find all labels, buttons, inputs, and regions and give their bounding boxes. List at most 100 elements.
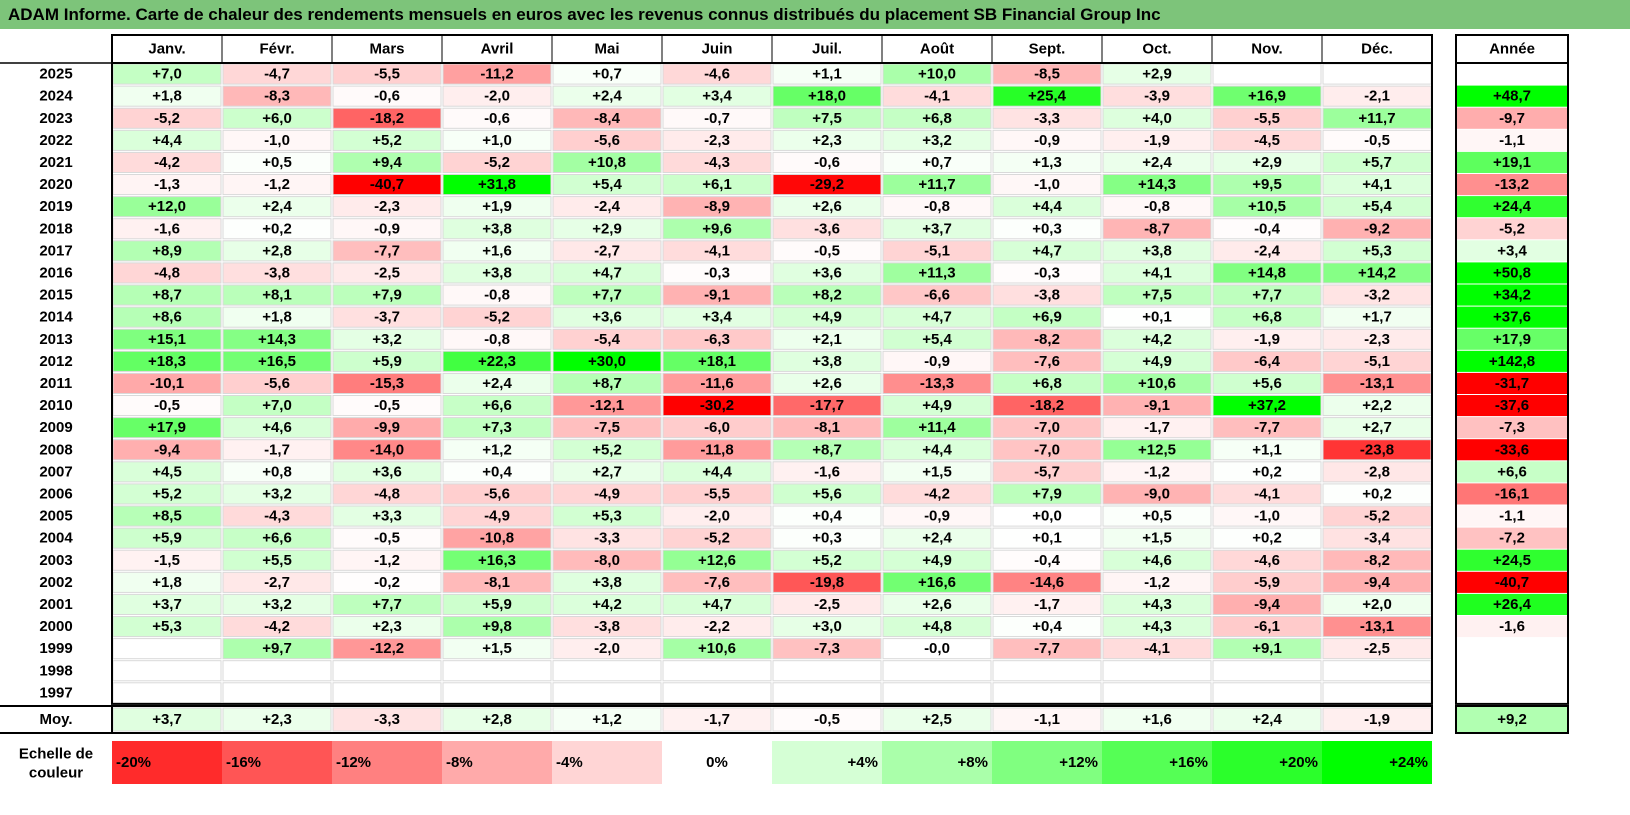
cell-value: -0,6: [374, 88, 400, 105]
cell-value: -7,3: [814, 640, 840, 657]
heatmap-cell: [992, 328, 1102, 350]
heatmap-cell: [442, 616, 552, 638]
row-year-label: 2014: [39, 309, 73, 326]
cell-value: +5,7: [1362, 154, 1392, 171]
heatmap-cell: [1102, 395, 1212, 417]
cell-value: +3,2: [372, 331, 402, 348]
heatmap-cell: [332, 129, 442, 151]
heatmap-cell: [992, 638, 1102, 660]
cell-value: -4,1: [1254, 485, 1280, 502]
cell-value: +2,3: [372, 618, 402, 635]
cell-value: +10,0: [918, 66, 956, 83]
annual-cell: [1457, 85, 1567, 107]
scale-swatch: [112, 741, 222, 784]
heatmap-cell: [1212, 174, 1322, 196]
row-year-label: 2021: [39, 154, 72, 171]
annual-cell: [1457, 616, 1567, 638]
cell-value: +14,3: [258, 331, 296, 348]
cell-value: +3,3: [372, 508, 402, 525]
scale-label: couleur: [29, 765, 83, 782]
heatmap-cell: [882, 284, 992, 306]
heatmap-cell: [882, 417, 992, 439]
cell-value: +1,5: [1142, 530, 1172, 547]
cell-value: +1,9: [482, 198, 512, 215]
heatmap-cell: [552, 505, 662, 527]
average-value: +2,8: [482, 711, 512, 728]
heatmap-cell: [662, 571, 772, 593]
heatmap-cell: [1102, 549, 1212, 571]
heatmap-cell: [222, 616, 332, 638]
heatmap-cell: [992, 682, 1102, 704]
cell-value: +12,6: [698, 552, 736, 569]
heatmap-cell: [442, 218, 552, 240]
heatmap-cell: [992, 85, 1102, 107]
cell-value: -4,6: [1254, 552, 1280, 569]
row-year-label: 2009: [39, 419, 72, 436]
cell-value: +7,9: [372, 287, 402, 304]
heatmap-cell: [772, 549, 882, 571]
heatmap-cell: [1212, 262, 1322, 284]
cell-value: +31,8: [478, 176, 516, 193]
cell-value: +3,7: [922, 220, 952, 237]
annual-value: -5,2: [1499, 220, 1525, 237]
cell-value: +4,9: [922, 397, 952, 414]
column-header: Juin: [702, 41, 733, 58]
cell-value: -1,5: [154, 552, 180, 569]
cell-value: +11,7: [918, 176, 955, 193]
heatmap-cell: [992, 660, 1102, 682]
heatmap-cell: [552, 85, 662, 107]
heatmap-cell: [1212, 593, 1322, 616]
heatmap-cell: [992, 218, 1102, 240]
average-value: -1,1: [1034, 711, 1060, 728]
heatmap-cell: [662, 328, 772, 350]
cell-value: -4,7: [264, 66, 290, 83]
heatmap-cell: [772, 483, 882, 505]
heatmap-cell: [1212, 638, 1322, 660]
cell-value: -0,8: [1144, 198, 1170, 215]
scale-label: Echelle de: [19, 746, 93, 763]
heatmap-cell: [662, 638, 772, 660]
cell-value: +2,2: [1362, 397, 1392, 414]
cell-value: -13,1: [1360, 618, 1394, 635]
scale-swatch: [662, 741, 772, 784]
heatmap-cell: [1212, 417, 1322, 439]
heatmap-cell: [552, 483, 662, 505]
cell-value: -9,4: [1254, 596, 1281, 613]
average-annual-value: +9,2: [1497, 711, 1527, 728]
heatmap-cell: [222, 196, 332, 218]
cell-value: +4,6: [1142, 552, 1172, 569]
cell-value: -11,8: [700, 441, 733, 458]
heatmap-cell: [992, 616, 1102, 638]
heatmap-cell: [442, 638, 552, 660]
cell-value: -0,6: [484, 110, 510, 127]
heatmap-cell: [552, 174, 662, 196]
heatmap-cell: [552, 638, 662, 660]
heatmap-cell: [222, 505, 332, 527]
cell-value: -2,8: [1364, 463, 1390, 480]
row-year-label: 2024: [39, 88, 73, 105]
heatmap-cell: [662, 85, 772, 107]
cell-value: +0,2: [262, 220, 292, 237]
cell-value: +2,4: [592, 88, 622, 105]
heatmap-cell: [772, 306, 882, 328]
cell-value: +18,0: [808, 88, 846, 105]
scale-step-label: -4%: [556, 754, 583, 771]
heatmap-cell: [222, 372, 332, 394]
cell-value: +0,7: [592, 66, 622, 83]
heatmap-cell: [772, 638, 882, 660]
heatmap-cell: [442, 129, 552, 151]
cell-value: +14,3: [1138, 176, 1176, 193]
heatmap-cell: [332, 461, 442, 483]
heatmap-cell: [442, 328, 552, 350]
cell-value: -3,8: [1034, 287, 1060, 304]
cell-value: +10,6: [1138, 375, 1176, 392]
heatmap-cell: [442, 196, 552, 218]
scale-step-label: +8%: [958, 754, 988, 771]
cell-value: +4,4: [702, 463, 732, 480]
heatmap-cell: [332, 571, 442, 593]
row-year-label: 2011: [40, 375, 73, 392]
cell-value: -0,4: [1034, 552, 1061, 569]
heatmap-cell: [1102, 328, 1212, 350]
heatmap-cell: [332, 328, 442, 350]
scale-step-label: +20%: [1279, 754, 1318, 771]
